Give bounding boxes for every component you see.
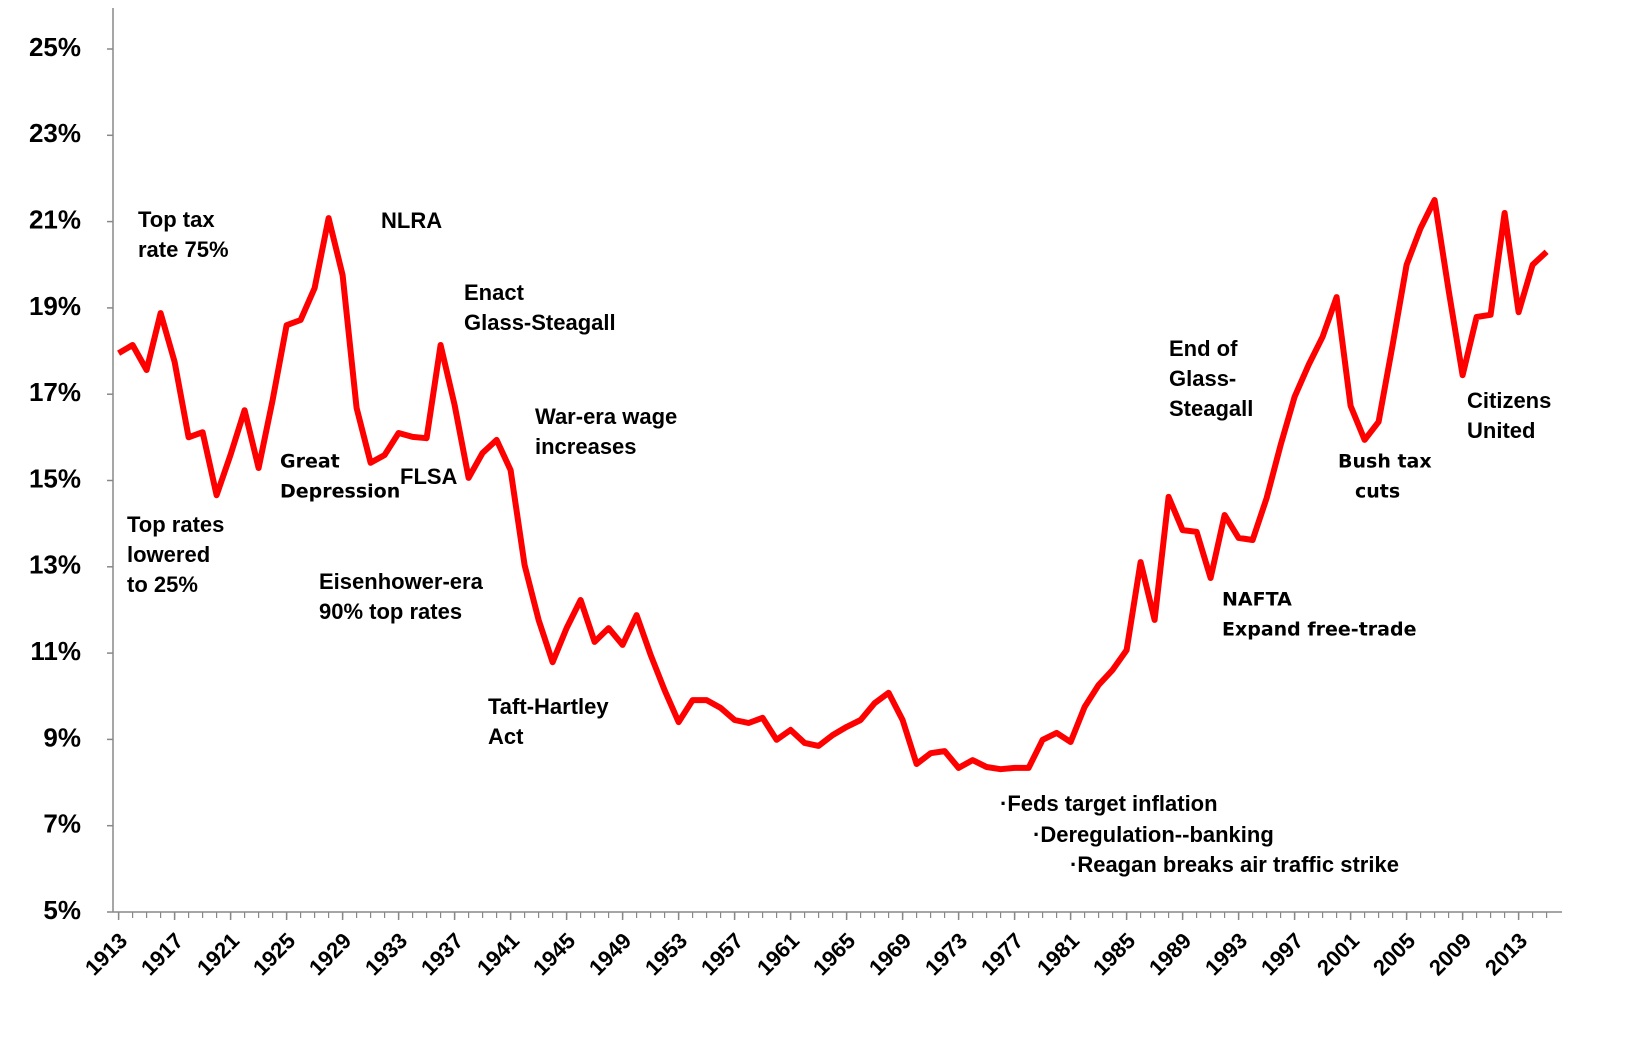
y-tick-label: 7% — [43, 809, 81, 839]
data-line — [117, 197, 1549, 773]
y-tick-label: 17% — [29, 377, 81, 407]
x-tick-label: 1961 — [752, 928, 804, 980]
x-tick-label: 1997 — [1256, 928, 1308, 980]
x-tick-label: 1945 — [528, 928, 580, 980]
y-tick-label: 23% — [29, 118, 81, 148]
annotation: ·Feds target inflation — [1000, 791, 1218, 816]
annotation: FLSA — [400, 464, 458, 489]
annotation: Enact — [464, 280, 525, 305]
annotation: 90% top rates — [319, 599, 462, 624]
x-tick-label: 2013 — [1480, 928, 1532, 980]
annotation: Taft-Hartley — [488, 694, 609, 719]
x-tick-label: 1973 — [920, 928, 972, 980]
annotation: Steagall — [1169, 396, 1253, 421]
annotation: ·Deregulation--banking — [1033, 822, 1274, 847]
x-tick-label: 1953 — [640, 928, 692, 980]
y-tick-label: 15% — [29, 463, 81, 493]
y-tick-label: 5% — [43, 895, 81, 925]
annotation: Depression — [280, 481, 400, 503]
y-tick-label: 11% — [30, 636, 81, 666]
x-tick-label: 1949 — [584, 928, 636, 980]
x-tick-label: 1989 — [1144, 928, 1196, 980]
y-tick-label: 19% — [29, 291, 81, 321]
x-tick-label: 2009 — [1424, 928, 1476, 980]
annotation: Top tax — [138, 207, 215, 232]
annotation: Eisenhower-era — [319, 569, 484, 594]
y-tick-label: 9% — [43, 722, 81, 752]
annotation: increases — [535, 434, 637, 459]
x-tick-label: 1993 — [1200, 928, 1252, 980]
x-tick-label: 1921 — [192, 928, 244, 980]
annotation: United — [1467, 418, 1535, 443]
annotation: cuts — [1355, 481, 1400, 503]
x-tick-label: 1985 — [1088, 928, 1140, 980]
annotation: rate 75% — [138, 237, 229, 262]
y-tick-label: 25% — [29, 32, 81, 62]
x-tick-label: 1965 — [808, 928, 860, 980]
annotation: lowered — [127, 542, 210, 567]
x-tick-label: 1957 — [696, 928, 748, 980]
annotation: NAFTA — [1222, 589, 1292, 611]
x-tick-label: 1941 — [472, 928, 524, 980]
x-tick-label: 1977 — [976, 928, 1028, 980]
x-tick-label: 1929 — [304, 928, 356, 980]
annotation: Citizens — [1467, 388, 1551, 413]
annotation: War-era wage — [535, 404, 677, 429]
annotation: Top rates — [127, 512, 224, 537]
annotation: Act — [488, 724, 524, 749]
x-tick-label: 1933 — [360, 928, 412, 980]
y-tick-label: 13% — [29, 550, 81, 580]
annotation: Great — [280, 451, 340, 473]
x-tick-label: 1913 — [80, 928, 132, 980]
annotation: to 25% — [127, 572, 198, 597]
x-tick-label: 1925 — [248, 928, 300, 980]
annotation: Glass-Steagall — [464, 310, 616, 335]
annotation: Expand free-trade — [1222, 619, 1416, 641]
x-tick-label: 1969 — [864, 928, 916, 980]
y-tick-label: 21% — [29, 204, 81, 234]
x-tick-label: 1937 — [416, 928, 468, 980]
x-tick-label: 2005 — [1368, 928, 1420, 980]
annotation: NLRA — [381, 208, 442, 233]
annotation: Bush tax — [1338, 451, 1432, 473]
annotation: End of — [1169, 336, 1238, 361]
annotation: ·Reagan breaks air traffic strike — [1070, 852, 1399, 877]
x-tick-label: 2001 — [1312, 928, 1364, 980]
x-tick-label: 1917 — [136, 928, 188, 980]
x-tick-label: 1981 — [1032, 928, 1084, 980]
annotation: Glass- — [1169, 366, 1236, 391]
